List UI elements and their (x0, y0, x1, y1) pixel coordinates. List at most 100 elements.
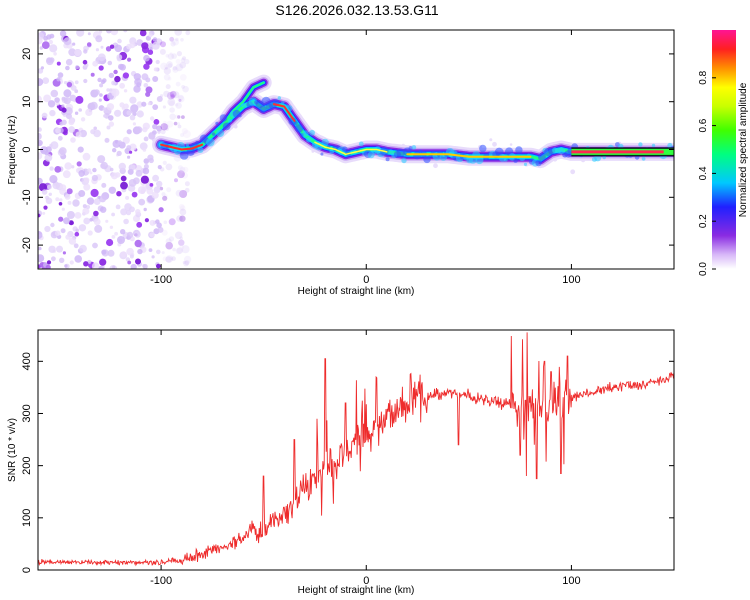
noise-speckle (38, 230, 43, 240)
noise-speckle (129, 42, 136, 49)
noise-speckle (38, 246, 42, 251)
noise-speckle (168, 218, 176, 226)
noise-speckle (160, 167, 165, 172)
noise-speckle (41, 112, 48, 119)
noise-speckle (107, 249, 115, 257)
noise-speckle (64, 264, 68, 268)
noise-speckle (49, 175, 58, 184)
colorbar-tick-label: 0.0 (698, 262, 709, 276)
noise-speckle (168, 236, 175, 242)
noise-speckle (87, 230, 93, 236)
noise-speckle (136, 82, 142, 88)
noise-speckle (159, 186, 164, 191)
noise-speckle (38, 177, 43, 185)
noise-speckle (38, 37, 43, 45)
noise-speckle (62, 170, 71, 179)
noise-speckle (175, 102, 182, 109)
noise-speckle (49, 33, 55, 39)
spectrogram-x-ticks: -100 0 100 (150, 30, 581, 286)
noise-speckle (64, 162, 72, 170)
noise-speckle (159, 48, 166, 55)
noise-speckle (97, 77, 102, 83)
noise-speckle (68, 220, 74, 226)
noise-speckle (175, 63, 183, 72)
ridge-blob (261, 96, 271, 106)
ridge-blob (293, 121, 298, 126)
ridge-blob (535, 159, 542, 167)
noise-speckle (113, 69, 118, 75)
ridge-blob (396, 148, 405, 158)
ridge-core (272, 103, 296, 122)
noise-speckle (123, 218, 129, 225)
noise-speckle (95, 35, 103, 43)
ridge-blob (638, 142, 643, 147)
noise-speckle (129, 206, 135, 213)
noise-speckle (129, 114, 136, 121)
noise-speckle (175, 103, 179, 107)
ridge-blob (238, 113, 242, 118)
ridge-blob (227, 118, 233, 123)
snr-panel: -100 0 100 0 100 200 300 400 Height of straigh… (7, 329, 675, 596)
ridge-blob (211, 132, 216, 136)
noise-speckle (66, 81, 73, 88)
noise-speckle (74, 80, 79, 85)
noise-speckle (169, 36, 175, 42)
noise-speckle (144, 218, 149, 223)
noise-speckle (47, 184, 52, 190)
noise-speckle (82, 204, 87, 209)
noise-speckle (147, 102, 151, 106)
noise-speckle (130, 263, 137, 269)
noise-speckle (74, 111, 79, 115)
snr-x-label: Height of straight line (km) (298, 585, 415, 596)
noise-speckle (182, 130, 191, 139)
x-tick-label: 100 (562, 575, 580, 587)
noise-speckle (174, 30, 182, 36)
noise-speckle (163, 67, 171, 75)
noise-speckle (179, 245, 185, 250)
noise-speckle (153, 186, 161, 194)
noise-speckle (123, 89, 128, 93)
snr-series-line (38, 332, 674, 567)
noise-speckle (90, 72, 95, 77)
noise-speckle (126, 129, 132, 135)
noise-speckle (178, 239, 185, 246)
noise-speckle (117, 140, 123, 146)
noise-speckle (148, 33, 153, 38)
noise-speckle (93, 198, 101, 206)
noise-speckle (89, 218, 93, 222)
noise-speckle (143, 158, 150, 164)
ridge-blob (342, 146, 348, 152)
noise-speckle (39, 46, 43, 50)
ridge-blob (513, 158, 518, 163)
noise-speckle (97, 195, 101, 199)
noise-speckle (116, 54, 123, 61)
noise-speckle (100, 45, 104, 49)
noise-speckle (78, 108, 82, 112)
noise-speckle (82, 152, 91, 161)
noise-speckle (116, 191, 122, 197)
noise-speckle (183, 260, 189, 267)
ridge-blob (329, 149, 335, 155)
noise-speckle (176, 51, 182, 57)
noise-speckle (108, 115, 114, 121)
noise-speckle (74, 255, 82, 263)
noise-speckle (77, 146, 84, 153)
noise-speckle (82, 59, 88, 65)
noise-speckle (135, 258, 141, 265)
ridge-blob (219, 114, 228, 122)
noise-speckle (50, 222, 55, 228)
noise-speckle (165, 84, 171, 90)
ridge-blob (503, 157, 508, 162)
noise-speckle (70, 85, 77, 91)
y-tick-label: 400 (21, 352, 33, 370)
noise-speckle (136, 110, 144, 118)
snr-y-label: SNR (10 * v/v) (7, 418, 18, 482)
noise-speckle (162, 105, 166, 109)
noise-speckle (106, 238, 114, 247)
noise-speckle (570, 169, 576, 175)
noise-speckle (114, 231, 118, 236)
noise-speckle (48, 39, 53, 45)
ridge-blob (215, 121, 219, 125)
noise-speckle (184, 58, 190, 65)
noise-speckle (139, 142, 148, 151)
